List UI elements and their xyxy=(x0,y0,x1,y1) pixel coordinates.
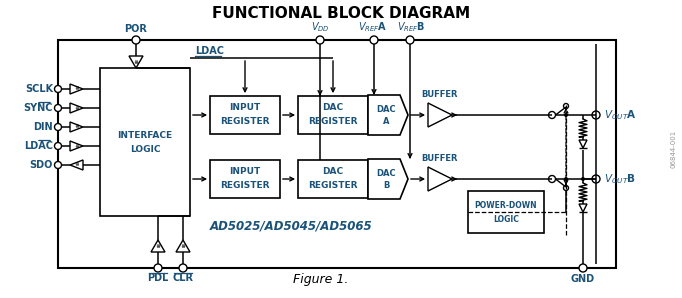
Circle shape xyxy=(563,185,569,190)
Bar xyxy=(298,160,368,198)
Bar xyxy=(298,96,368,134)
Circle shape xyxy=(55,142,61,150)
Text: DAC: DAC xyxy=(323,167,344,176)
Text: $V_{DD}$: $V_{DD}$ xyxy=(310,20,329,34)
Text: $V_{REF}$A: $V_{REF}$A xyxy=(358,20,388,34)
Text: ⧻: ⧻ xyxy=(155,243,161,249)
Text: INTERFACE: INTERFACE xyxy=(117,131,173,139)
Circle shape xyxy=(579,264,587,272)
Circle shape xyxy=(179,264,187,272)
Polygon shape xyxy=(70,160,83,170)
Circle shape xyxy=(564,113,568,117)
Text: POWER-DOWN: POWER-DOWN xyxy=(475,201,537,209)
Text: AD5025/AD5045/AD5065: AD5025/AD5045/AD5065 xyxy=(210,220,372,232)
Text: Figure 1.: Figure 1. xyxy=(293,273,349,286)
Bar xyxy=(210,96,280,134)
Text: DAC: DAC xyxy=(376,168,396,178)
Circle shape xyxy=(563,103,569,108)
Text: REGISTER: REGISTER xyxy=(308,117,358,126)
Text: INPUT: INPUT xyxy=(229,103,261,113)
Text: LOGIC: LOGIC xyxy=(493,215,519,224)
Text: FUNCTIONAL BLOCK DIAGRAM: FUNCTIONAL BLOCK DIAGRAM xyxy=(212,6,470,21)
Bar xyxy=(468,191,544,233)
Text: DAC: DAC xyxy=(323,103,344,113)
Text: ⧻: ⧻ xyxy=(134,60,138,64)
Text: ⧻: ⧻ xyxy=(74,125,79,130)
Circle shape xyxy=(406,36,414,44)
Text: ⧻: ⧻ xyxy=(74,86,79,91)
Text: 06844-001: 06844-001 xyxy=(671,130,677,168)
Text: DAC: DAC xyxy=(376,105,396,114)
Circle shape xyxy=(581,177,585,181)
Text: SYNC: SYNC xyxy=(23,103,53,113)
Text: CLR: CLR xyxy=(173,273,194,283)
Text: BUFFER: BUFFER xyxy=(421,90,458,99)
Polygon shape xyxy=(70,103,83,113)
Circle shape xyxy=(548,111,556,119)
Text: ⧻: ⧻ xyxy=(74,162,79,167)
Text: ⧻: ⧻ xyxy=(74,144,79,148)
Polygon shape xyxy=(428,167,452,191)
Text: LOGIC: LOGIC xyxy=(130,145,160,153)
Text: REGISTER: REGISTER xyxy=(220,117,270,126)
Text: PDL: PDL xyxy=(147,273,168,283)
Circle shape xyxy=(132,36,140,44)
Text: GND: GND xyxy=(571,274,595,284)
Polygon shape xyxy=(368,95,408,135)
Circle shape xyxy=(564,177,568,181)
Polygon shape xyxy=(579,140,587,148)
Text: DIN: DIN xyxy=(33,122,53,132)
Polygon shape xyxy=(70,122,83,132)
Circle shape xyxy=(55,162,61,168)
Circle shape xyxy=(55,105,61,111)
Circle shape xyxy=(316,36,324,44)
Text: A: A xyxy=(383,117,389,125)
Circle shape xyxy=(548,176,556,182)
Text: B: B xyxy=(383,181,389,190)
Circle shape xyxy=(592,111,600,119)
Polygon shape xyxy=(368,159,408,199)
Text: ⧻: ⧻ xyxy=(74,105,79,111)
Text: $V_{OUT}$B: $V_{OUT}$B xyxy=(604,172,636,186)
Text: SDO: SDO xyxy=(29,160,53,170)
Circle shape xyxy=(55,123,61,131)
Polygon shape xyxy=(428,103,452,127)
Text: $V_{OUT}$A: $V_{OUT}$A xyxy=(604,108,637,122)
Text: BUFFER: BUFFER xyxy=(421,154,458,163)
Circle shape xyxy=(154,264,162,272)
Polygon shape xyxy=(70,141,83,151)
Polygon shape xyxy=(176,240,190,252)
Text: ⧻: ⧻ xyxy=(180,243,186,249)
Text: POR: POR xyxy=(125,24,147,34)
Text: $V_{REF}$B: $V_{REF}$B xyxy=(397,20,426,34)
Text: LDAC: LDAC xyxy=(195,46,224,56)
Bar xyxy=(58,40,616,268)
Text: SCLK: SCLK xyxy=(25,84,53,94)
Polygon shape xyxy=(579,204,587,212)
Polygon shape xyxy=(151,240,165,252)
Text: LDAC: LDAC xyxy=(24,141,53,151)
Circle shape xyxy=(592,175,600,183)
Bar xyxy=(100,68,190,216)
Circle shape xyxy=(370,36,378,44)
Text: INPUT: INPUT xyxy=(229,167,261,176)
Text: REGISTER: REGISTER xyxy=(220,181,270,190)
Polygon shape xyxy=(129,56,143,68)
Polygon shape xyxy=(70,84,83,94)
Circle shape xyxy=(55,86,61,92)
Text: REGISTER: REGISTER xyxy=(308,181,358,190)
Bar xyxy=(210,160,280,198)
